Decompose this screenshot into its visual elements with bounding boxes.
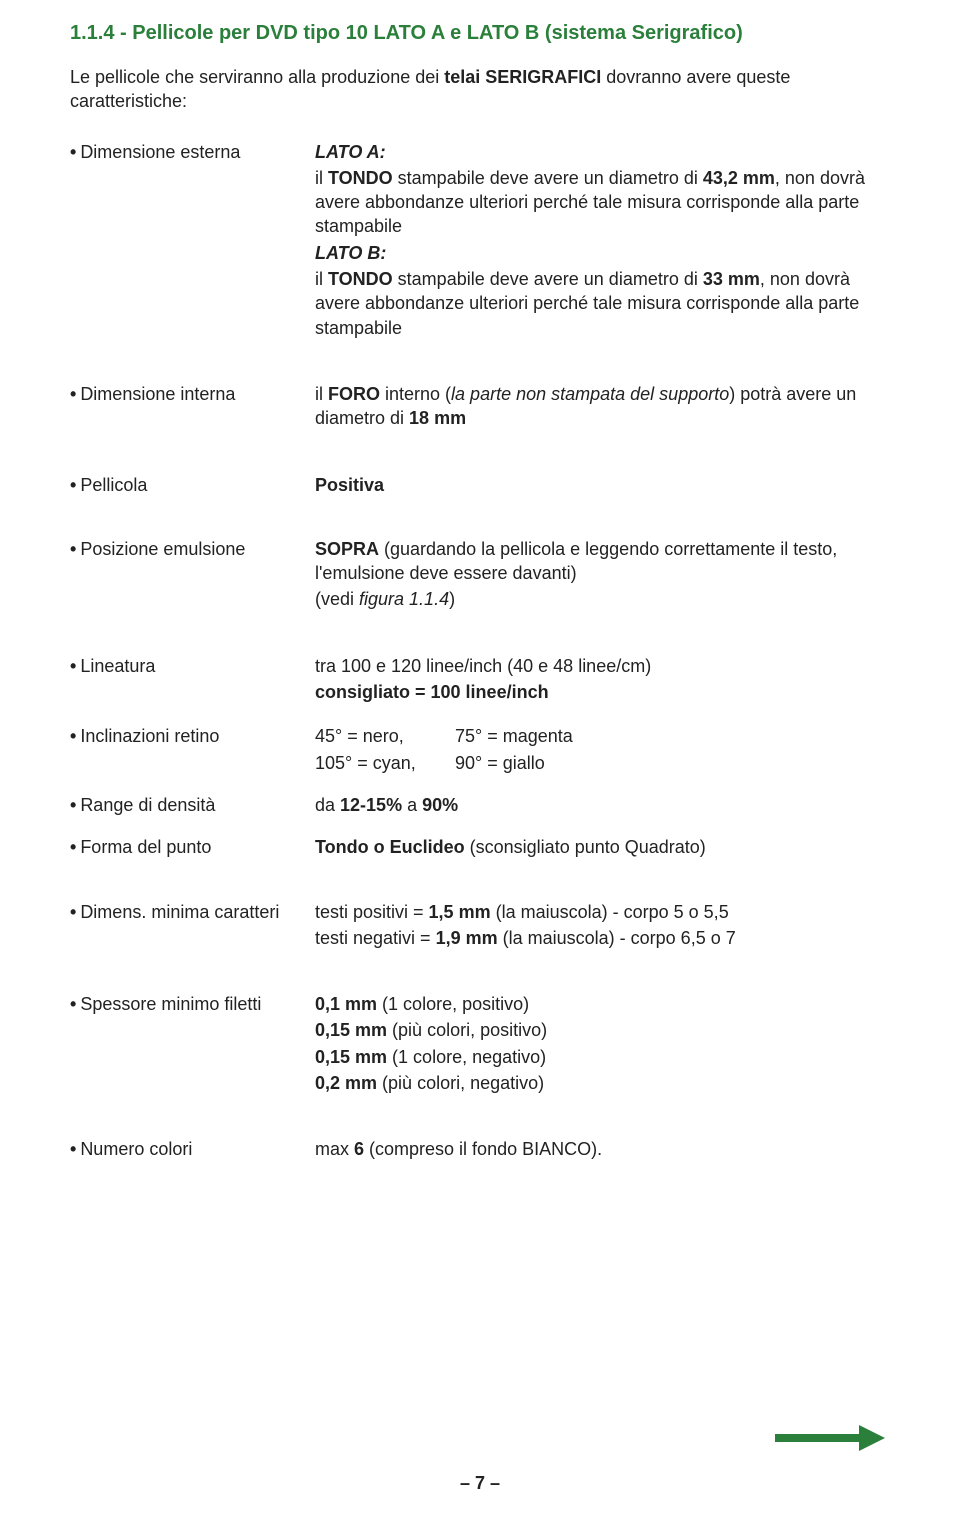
value-punto: Tondo o Euclideo (sconsigliato punto Qua… (315, 835, 890, 859)
label-text: Numero colori (80, 1139, 192, 1159)
row-densita: •Range di densità da 12-15% a 90% (70, 793, 890, 817)
value-lineatura: tra 100 e 120 linee/inch (40 e 48 linee/… (315, 654, 890, 707)
page-number: – 7 – (0, 1471, 960, 1495)
row-emulsione: •Posizione emulsione SOPRA (guardando la… (70, 537, 890, 614)
value-retino: 45° = nero,75° = magenta 105° = cyan,90°… (315, 724, 890, 775)
value-emulsione: SOPRA (guardando la pellicola e leggendo… (315, 537, 890, 614)
intro-pre: Le pellicole che serviranno alla produzi… (70, 67, 444, 87)
bullet-icon: • (70, 900, 76, 924)
bullet-icon: • (70, 724, 76, 748)
label-caratteri: •Dimens. minima caratteri (70, 900, 315, 924)
row-caratteri: •Dimens. minima caratteri testi positivi… (70, 900, 890, 953)
row-dimensione-interna: •Dimensione interna il FORO interno (la … (70, 382, 890, 433)
row-lineatura: •Lineatura tra 100 e 120 linee/inch (40 … (70, 654, 890, 707)
value-colori: max 6 (compreso il fondo BIANCO). (315, 1137, 890, 1161)
row-colori: •Numero colori max 6 (compreso il fondo … (70, 1137, 890, 1161)
lato-a-text: il TONDO stampabile deve avere un diamet… (315, 166, 890, 239)
label-text: Range di densità (80, 795, 215, 815)
next-arrow-icon (775, 1425, 885, 1457)
value-filetti: 0,1 mm (1 colore, positivo) 0,15 mm (più… (315, 992, 890, 1097)
label-text: Forma del punto (80, 837, 211, 857)
label-text: Dimens. minima caratteri (80, 902, 279, 922)
lato-b-head: LATO B: (315, 243, 386, 263)
bullet-icon: • (70, 654, 76, 678)
label-text: Pellicola (80, 475, 147, 495)
label-pellicola: •Pellicola (70, 473, 315, 497)
label-dim-interna: •Dimensione interna (70, 382, 315, 406)
row-pellicola: •Pellicola Positiva (70, 473, 890, 497)
bullet-icon: • (70, 1137, 76, 1161)
label-text: Inclinazioni retino (80, 726, 219, 746)
label-text: Dimensione esterna (80, 142, 240, 162)
row-filetti: •Spessore minimo filetti 0,1 mm (1 color… (70, 992, 890, 1097)
retino-line-2: 105° = cyan,90° = giallo (315, 751, 890, 775)
lato-b-text: il TONDO stampabile deve avere un diamet… (315, 267, 890, 340)
intro-paragraph: Le pellicole che serviranno alla produzi… (70, 65, 890, 114)
value-caratteri: testi positivi = 1,5 mm (la maiuscola) -… (315, 900, 890, 953)
label-text: Dimensione interna (80, 384, 235, 404)
bullet-icon: • (70, 537, 76, 561)
intro-bold: telai SERIGRAFICI (444, 67, 601, 87)
bullet-icon: • (70, 992, 76, 1016)
bullet-icon: • (70, 835, 76, 859)
label-retino: •Inclinazioni retino (70, 724, 315, 748)
value-dim-esterna: LATO A: il TONDO stampabile deve avere u… (315, 140, 890, 342)
lato-a-head: LATO A: (315, 142, 386, 162)
bullet-icon: • (70, 473, 76, 497)
row-dimensione-esterna: •Dimensione esterna LATO A: il TONDO sta… (70, 140, 890, 342)
retino-line-1: 45° = nero,75° = magenta (315, 724, 890, 748)
row-retino: •Inclinazioni retino 45° = nero,75° = ma… (70, 724, 890, 775)
row-punto: •Forma del punto Tondo o Euclideo (scons… (70, 835, 890, 859)
section-title: 1.1.4 - Pellicole per DVD tipo 10 LATO A… (70, 20, 890, 47)
label-punto: •Forma del punto (70, 835, 315, 859)
label-text: Lineatura (80, 656, 155, 676)
label-colori: •Numero colori (70, 1137, 315, 1161)
bullet-icon: • (70, 140, 76, 164)
bullet-icon: • (70, 382, 76, 406)
value-dim-interna: il FORO interno (la parte non stampata d… (315, 382, 890, 433)
label-text: Spessore minimo filetti (80, 994, 261, 1014)
label-dim-esterna: •Dimensione esterna (70, 140, 315, 164)
value-densita: da 12-15% a 90% (315, 793, 890, 817)
label-filetti: •Spessore minimo filetti (70, 992, 315, 1016)
bullet-icon: • (70, 793, 76, 817)
label-text: Posizione emulsione (80, 539, 245, 559)
label-densita: •Range di densità (70, 793, 315, 817)
label-emulsione: •Posizione emulsione (70, 537, 315, 561)
label-lineatura: •Lineatura (70, 654, 315, 678)
value-pellicola: Positiva (315, 473, 890, 497)
